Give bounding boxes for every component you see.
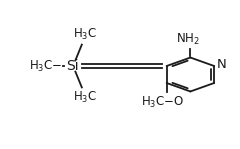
Text: H$_3$C$-$: H$_3$C$-$ [29,58,63,74]
Text: N: N [217,58,227,71]
Text: H$_3$C: H$_3$C [73,27,97,42]
Text: Si: Si [66,59,78,73]
Text: H$_3$C: H$_3$C [73,90,97,105]
Text: NH$_2$: NH$_2$ [176,32,200,47]
Text: H$_3$C$-$O: H$_3$C$-$O [141,95,185,110]
